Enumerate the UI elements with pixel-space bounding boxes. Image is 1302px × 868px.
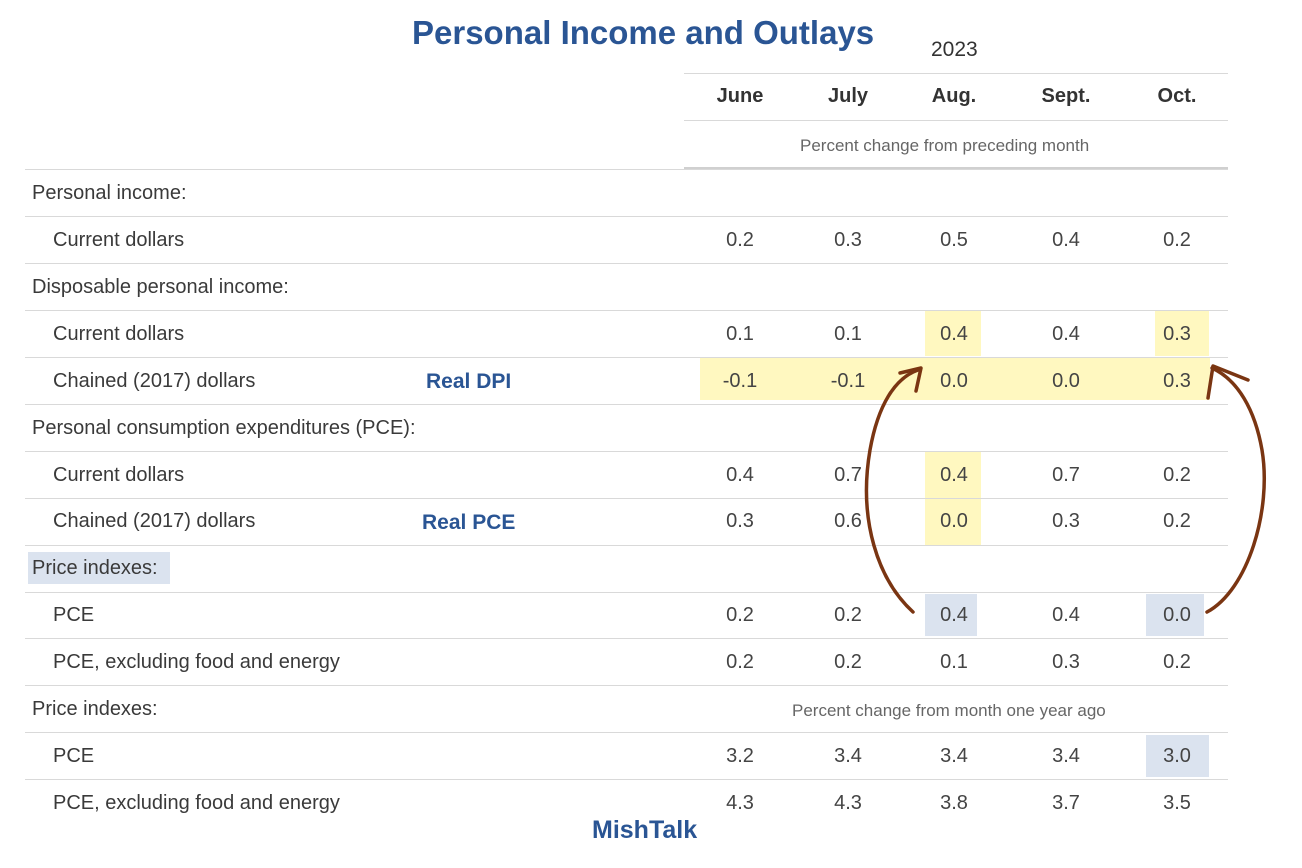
header-line-mid (684, 120, 1228, 121)
year-label: 2023 (931, 38, 978, 61)
table-cell: 0.3 (834, 229, 862, 251)
table-cell: 0.2 (1163, 229, 1191, 251)
highlight-aug-pce-price (925, 594, 977, 636)
row-separator (25, 404, 1228, 405)
table-cell: 0.1 (940, 651, 968, 673)
table-cell: 0.0 (1163, 604, 1191, 626)
table-cell: 3.0 (1163, 745, 1191, 767)
page-title: Personal Income and Outlays (412, 14, 875, 51)
annotation-real-pce: Real PCE (422, 511, 516, 534)
month-header-sept: Sept. (1041, 85, 1091, 107)
table-cell: 0.2 (834, 651, 862, 673)
subheading-monthly: Percent change from preceding month (800, 136, 1090, 155)
row-label-price-pce: PCE (53, 604, 95, 626)
table-cell: 3.7 (1052, 792, 1080, 814)
table-cell: 0.7 (834, 464, 862, 486)
month-header-july: July (827, 85, 869, 107)
table-cell: 0.0 (940, 510, 968, 532)
table-cell: 0.5 (940, 229, 968, 251)
annotation-real-dpi: Real DPI (426, 370, 512, 393)
month-header-aug: Aug. (931, 85, 977, 107)
brand-watermark: MishTalk (592, 816, 698, 844)
row-separator (25, 263, 1228, 264)
table-cell: 0.3 (1052, 510, 1080, 532)
highlight-oct-pce-price (1146, 594, 1204, 636)
table-cell: 3.5 (1163, 792, 1191, 814)
left-arrow-curve (864, 368, 920, 614)
row-separator (25, 638, 1228, 639)
row-separator (25, 451, 1228, 452)
table-cell: 0.4 (726, 464, 754, 486)
table-cell: 0.2 (1163, 510, 1191, 532)
table-cell: 0.1 (834, 323, 862, 345)
table-cell: 3.4 (834, 745, 862, 767)
table-cell: 0.6 (834, 510, 862, 532)
table-cell: 0.0 (1052, 370, 1080, 392)
highlight-aug-dpi-current (925, 311, 981, 356)
table-cell: 0.2 (726, 651, 754, 673)
table-cell: -0.1 (722, 370, 758, 392)
month-header-june: June (716, 85, 764, 107)
row-label-pce: Personal consumption expenditures (PCE): (32, 417, 416, 439)
table-cell: 0.2 (726, 229, 754, 251)
row-label-pce-chained: Chained (2017) dollars (53, 510, 256, 532)
row-label-price-pce-core: PCE, excluding food and energy (53, 651, 340, 673)
table-cell: 0.1 (726, 323, 754, 345)
highlight-oct-dpi-current (1155, 311, 1209, 356)
highlight-price-indexes-label (28, 552, 170, 584)
row-label-price-indexes: Price indexes: (32, 557, 158, 579)
table-cell: 0.2 (1163, 464, 1191, 486)
row-label-yoy-pce-core: PCE, excluding food and energy (53, 792, 340, 814)
row-separator (25, 685, 1228, 686)
row-separator (25, 216, 1228, 217)
table-cell: 0.4 (1052, 229, 1080, 251)
row-label-pce-current: Current dollars (53, 464, 185, 486)
table-cell: 0.3 (1163, 323, 1191, 345)
header-line-top (684, 73, 1228, 74)
table-cell: 0.3 (1052, 651, 1080, 673)
row-label-yoy-pce: PCE (53, 745, 95, 767)
table-cell: 0.2 (834, 604, 862, 626)
row-separator (25, 732, 1228, 733)
month-header-oct: Oct. (1157, 85, 1197, 107)
table-cell: 4.3 (834, 792, 862, 814)
highlight-oct-pce-yoy (1146, 735, 1209, 777)
highlight-real-dpi-row (700, 358, 1210, 400)
table-cell: 0.3 (726, 510, 754, 532)
table-cell: 4.3 (726, 792, 754, 814)
table-cell: 0.4 (1052, 323, 1080, 345)
row-separator (25, 779, 1228, 780)
row-label-price-indexes-yoy: Price indexes: (32, 698, 158, 720)
table-cell: 3.4 (1052, 745, 1080, 767)
row-label-pi-current: Current dollars (53, 229, 185, 251)
table-cell: 3.2 (726, 745, 754, 767)
row-label-dpi-chained: Chained (2017) dollars (53, 370, 256, 392)
table-cell: 0.2 (726, 604, 754, 626)
table-cell: 3.4 (940, 745, 968, 767)
row-separator (25, 498, 1228, 499)
table-cell: 3.8 (940, 792, 968, 814)
row-separator (25, 592, 1228, 593)
row-label-personal-income: Personal income: (32, 182, 187, 204)
table-cell: 0.4 (940, 323, 968, 345)
table-cell: 0.4 (940, 604, 968, 626)
table-cell: 0.4 (940, 464, 968, 486)
table-cell: 0.0 (940, 370, 968, 392)
table-cell: -0.1 (830, 370, 866, 392)
row-separator (25, 169, 1228, 170)
row-label-dpi-current: Current dollars (53, 323, 185, 345)
row-separator (25, 357, 1228, 358)
table-cell: 0.3 (1163, 370, 1191, 392)
row-separator (25, 310, 1228, 311)
table-cell: 0.7 (1052, 464, 1080, 486)
table-cell: 0.2 (1163, 651, 1191, 673)
row-label-dpi: Disposable personal income: (32, 276, 289, 298)
row-separator (25, 545, 1228, 546)
table-cell: 0.4 (1052, 604, 1080, 626)
header-line-thick (684, 167, 1228, 170)
subheading-yearly: Percent change from month one year ago (792, 701, 1106, 720)
